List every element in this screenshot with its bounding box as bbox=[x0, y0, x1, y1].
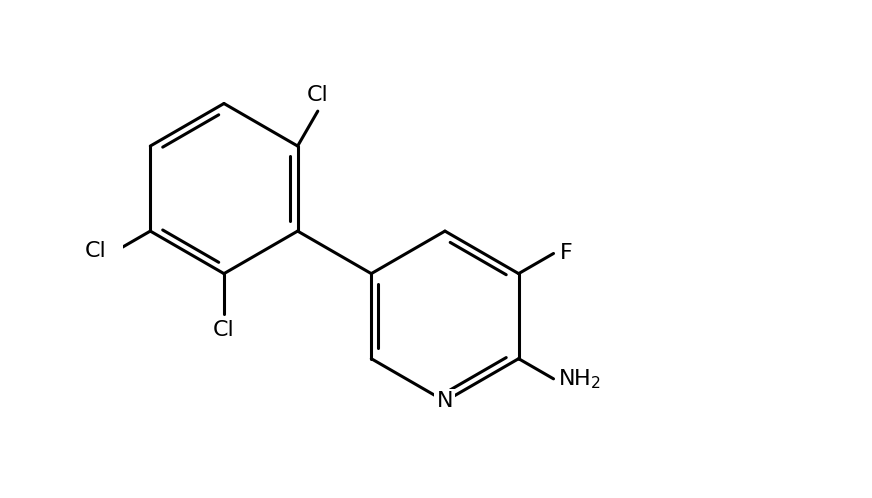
Text: NH$_2$: NH$_2$ bbox=[558, 367, 601, 390]
Text: N: N bbox=[437, 391, 453, 411]
Text: F: F bbox=[560, 244, 573, 263]
Text: Cl: Cl bbox=[307, 85, 329, 105]
Text: Cl: Cl bbox=[85, 241, 106, 261]
Text: Cl: Cl bbox=[213, 320, 235, 340]
